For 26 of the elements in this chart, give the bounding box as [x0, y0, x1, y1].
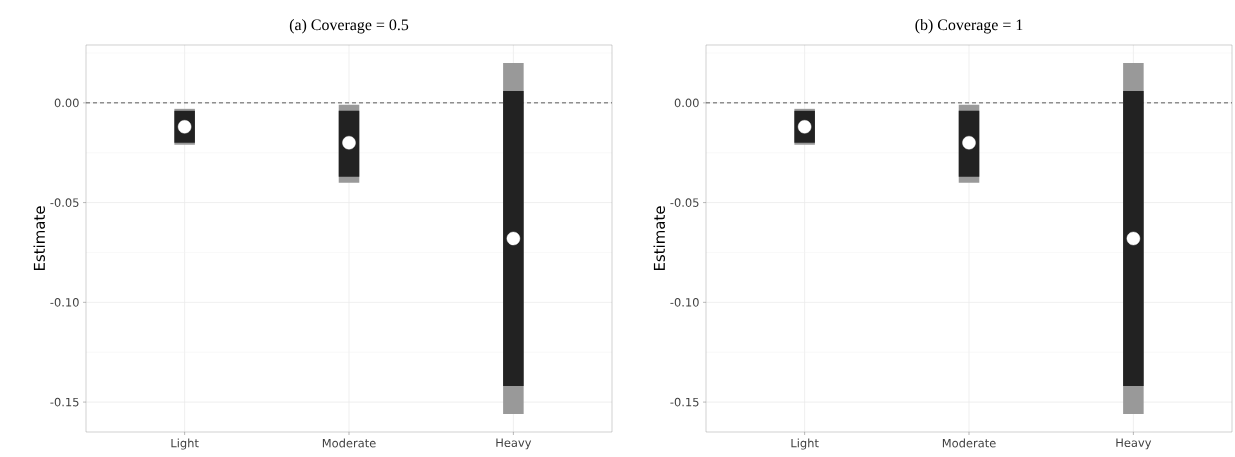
- y-axis-title: Estimate: [653, 206, 666, 271]
- point: [962, 136, 976, 150]
- point: [506, 231, 521, 246]
- point: [797, 120, 812, 134]
- y-tick-label: 0.00: [54, 98, 79, 108]
- y-tick-label: -0.15: [670, 397, 699, 407]
- y-tick-label: -0.15: [50, 397, 79, 407]
- y-axis-title: Estimate: [33, 206, 45, 271]
- point: [342, 136, 356, 150]
- x-tick-label: Moderate: [322, 438, 376, 448]
- x-tick-label: Heavy: [1116, 438, 1152, 450]
- bar: [503, 90, 524, 387]
- y-tick-label: 0.00: [674, 98, 699, 108]
- bar: [1123, 90, 1144, 387]
- x-tick-label: Light: [171, 438, 199, 450]
- y-tick-label: -0.10: [50, 298, 79, 307]
- x-tick-label: Light: [791, 438, 819, 450]
- y-tick-label: -0.05: [50, 198, 79, 207]
- x-tick-label: Moderate: [942, 438, 996, 448]
- point: [177, 120, 192, 134]
- x-tick-label: Heavy: [496, 438, 532, 450]
- chart-title: (b) Coverage = 1: [915, 19, 1023, 34]
- chart-title: (a) Coverage = 0.5: [289, 19, 409, 34]
- y-tick-label: -0.05: [670, 198, 699, 207]
- y-tick-label: -0.10: [670, 298, 699, 307]
- point: [1126, 231, 1141, 246]
